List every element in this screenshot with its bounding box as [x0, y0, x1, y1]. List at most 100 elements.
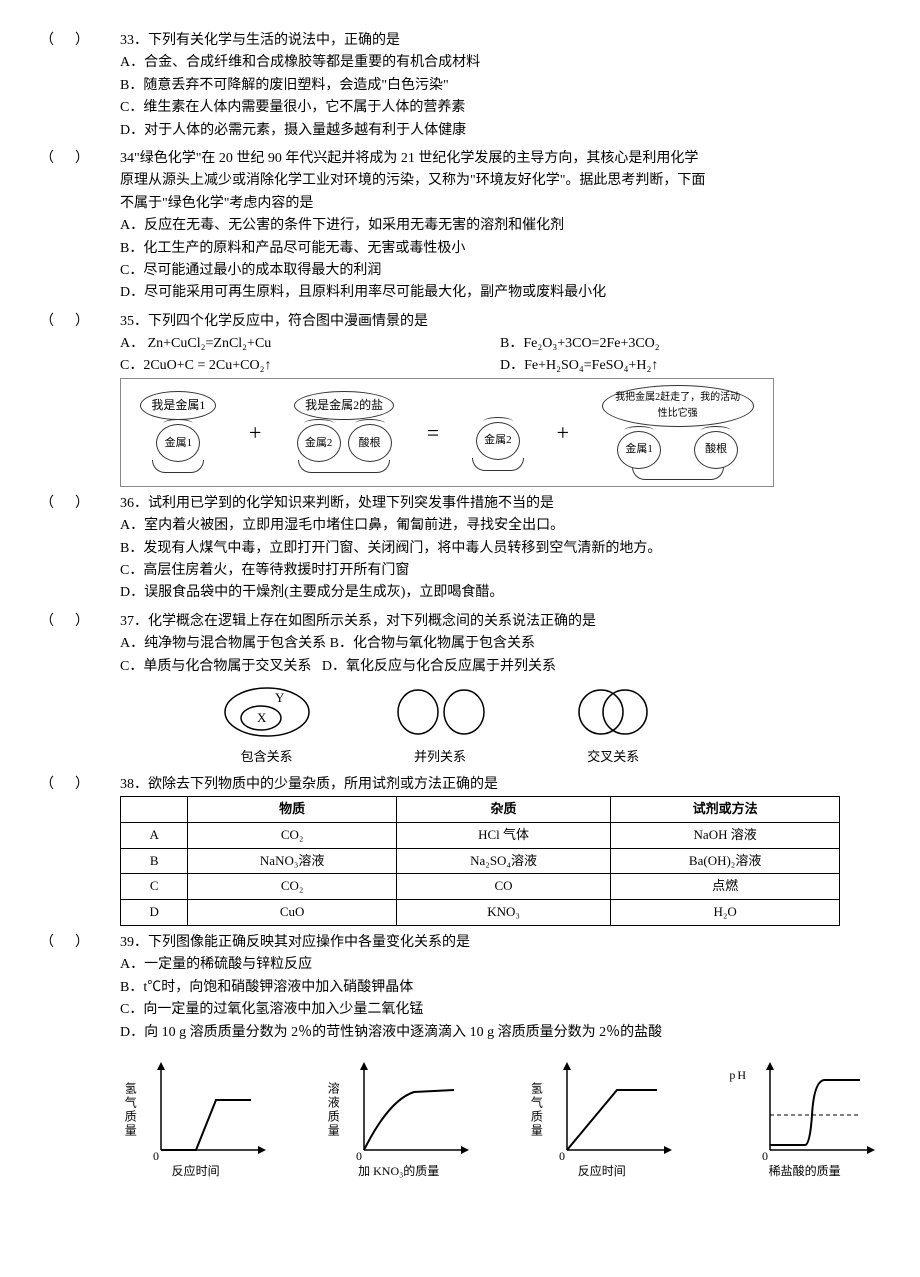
cartoon-face: 金属2 [476, 422, 520, 460]
plus-icon: + [551, 415, 575, 450]
answer-blank[interactable]: （ ） [40, 311, 120, 333]
option-a: A．一定量的稀硫酸与锌粒反应 [120, 954, 880, 976]
svg-text:0: 0 [356, 1149, 362, 1160]
venn-inclusive-icon: Y X [217, 684, 317, 740]
option-c: C．向一定量的过氧化氢溶液中加入少量二氧化锰 [120, 999, 880, 1021]
venn-parallel-icon [390, 684, 490, 740]
cartoon-face: 酸根 [348, 424, 392, 462]
chart-xlabel: 稀盐酸的质量 [729, 1162, 880, 1181]
question-35: （ ） 35．下列四个化学反应中，符合图中漫画情景的是 A． Zn+CuCl₂=… [40, 311, 880, 487]
table-cell: Ba(OH)₂溶液 [611, 848, 840, 874]
cartoon-face: 金属1 [617, 431, 661, 469]
venn-label: 并列关系 [390, 747, 490, 768]
question-39: （ ） 39．下列图像能正确反映其对应操作中各量变化关系的是 A．一定量的稀硫酸… [40, 932, 880, 1181]
option-c: C．高层住房着火，在等待救援时打开所有门窗 [120, 560, 880, 582]
option-d: D．尽可能采用可再生原料，且原料利用率尽可能最大化，副产物或废料最小化 [120, 282, 880, 304]
table-cell: B [121, 848, 188, 874]
option-d: D．向 10 g 溶质质量分数为 2％的苛性钠溶液中逐滴滴入 10 g 溶质质量… [120, 1022, 880, 1044]
option-d: D．Fe+H₂SO₄=FeSO₄+H₂↑ [500, 355, 880, 377]
table-cell: CO₂ [188, 822, 396, 848]
table-cell: CuO [188, 900, 396, 926]
option-c: C．维生素在人体内需要量很小，它不属于人体的营养素 [120, 97, 880, 119]
answer-blank[interactable]: （ ） [40, 774, 120, 796]
option-a: A．室内着火被困，立即用湿毛巾堵住口鼻，匍匐前进，寻找安全出口。 [120, 515, 880, 537]
chart-xlabel: 反应时间 [526, 1162, 677, 1181]
chart-ylabel: 氢气质量 [120, 1082, 139, 1138]
equals-icon: = [421, 415, 445, 450]
table-header [121, 796, 188, 822]
answer-blank[interactable]: （ ） [40, 611, 120, 633]
table-row: B NaNO₃溶液 Na₂SO₄溶液 Ba(OH)₂溶液 [121, 848, 840, 874]
question-34: （ ） 34"绿色化学"在 20 世纪 90 年代兴起并将成为 21 世纪化学发… [40, 148, 880, 305]
cartoon-diagram: 我是金属1 金属1 + 我是金属2的盐 金属2 酸根 = 金属2 + 我把金属2… [120, 378, 774, 487]
table-cell: KNO₃ [396, 900, 610, 926]
table-header: 物质 [188, 796, 396, 822]
chart-xlabel: 反应时间 [120, 1162, 271, 1181]
option-d: D．对于人体的必需元素，摄入量越多越有利于人体健康 [120, 120, 880, 142]
venn-cross-icon [563, 684, 663, 740]
table-cell: HCl 气体 [396, 822, 610, 848]
chart-d: pH 0 稀盐酸的质量 [729, 1060, 880, 1181]
venn-label: 交叉关系 [563, 747, 663, 768]
table-header: 试剂或方法 [611, 796, 840, 822]
question-stem: 35．下列四个化学反应中，符合图中漫画情景的是 [120, 311, 880, 333]
table-cell: D [121, 900, 188, 926]
option-b: B．发现有人煤气中毒，立即打开门窗、关闭阀门，将中毒人员转移到空气清新的地方。 [120, 538, 880, 560]
svg-text:0: 0 [559, 1149, 565, 1160]
question-36: （ ） 36．试利用已学到的化学知识来判断，处理下列突发事件措施不当的是 A．室… [40, 493, 880, 605]
option-b: B．化工生产的原料和产品尽可能无毒、无害或毒性极小 [120, 238, 880, 260]
table-cell: H₂O [611, 900, 840, 926]
answer-blank[interactable]: （ ） [40, 30, 120, 52]
option-a: A．纯净物与混合物属于包含关系 [120, 636, 326, 651]
question-37: （ ） 37．化学概念在逻辑上存在如图所示关系，对下列概念间的关系说法正确的是 … [40, 611, 880, 768]
cartoon-face: 金属1 [156, 424, 200, 462]
question-33: （ ） 33．下列有关化学与生活的说法中，正确的是 A．合金、合成纤维和合成橡胶… [40, 30, 880, 142]
table-cell: CO₂ [188, 874, 396, 900]
option-b: B．随意丢弃不可降解的废旧塑料，会造成"白色污染" [120, 75, 880, 97]
option-b: B．Fe₂O₃+3CO=2Fe+3CO₂ [500, 333, 880, 355]
option-c: C．单质与化合物属于交叉关系 [120, 659, 311, 674]
plus-icon: + [243, 415, 267, 450]
table-cell: Na₂SO₄溶液 [396, 848, 610, 874]
speech-bubble: 我是金属2的盐 [294, 391, 394, 420]
answer-blank[interactable]: （ ） [40, 932, 120, 954]
chart-xlabel: 加 KNO₃的质量 [323, 1162, 474, 1181]
table-cell: C [121, 874, 188, 900]
chart-a: 氢气质量 0 反应时间 [120, 1060, 271, 1181]
table-row: D CuO KNO₃ H₂O [121, 900, 840, 926]
question-stem: 36．试利用已学到的化学知识来判断，处理下列突发事件措施不当的是 [120, 493, 880, 515]
chart-ylabel: 溶液质量 [323, 1082, 342, 1138]
svg-text:Y: Y [275, 690, 285, 705]
venn-diagrams: Y X 包含关系 并列关系 交叉关系 [180, 684, 700, 768]
table-row: C CO₂ CO 点燃 [121, 874, 840, 900]
venn-label: 包含关系 [217, 747, 317, 768]
question-stem: 37．化学概念在逻辑上存在如图所示关系，对下列概念间的关系说法正确的是 [120, 611, 880, 633]
option-d: D．误服食品袋中的干燥剂(主要成分是生成灰)，立即喝食醋。 [120, 582, 880, 604]
table-cell: A [121, 822, 188, 848]
table-header: 杂质 [396, 796, 610, 822]
table-row: A CO₂ HCl 气体 NaOH 溶液 [121, 822, 840, 848]
cartoon-face: 酸根 [694, 431, 738, 469]
chart-ylabel: pH [729, 1066, 748, 1085]
chart-b: 溶液质量 0 加 KNO₃的质量 [323, 1060, 474, 1181]
option-c: C．尽可能通过最小的成本取得最大的利润 [120, 260, 880, 282]
table-cell: CO [396, 874, 610, 900]
speech-bubble: 我把金属2赶走了，我的活动性比它强 [602, 385, 754, 427]
table-cell: NaNO₃溶液 [188, 848, 396, 874]
question-stem: 38．欲除去下列物质中的少量杂质，所用试剂或方法正确的是 [120, 774, 880, 796]
answer-blank[interactable]: （ ） [40, 493, 120, 515]
svg-text:0: 0 [762, 1149, 768, 1160]
table-header-row: 物质 杂质 试剂或方法 [121, 796, 840, 822]
question-stem: 39．下列图像能正确反映其对应操作中各量变化关系的是 [120, 932, 880, 954]
option-d: D．氧化反应与化合反应属于并列关系 [322, 659, 556, 674]
chart-c: 氢气质量 0 反应时间 [526, 1060, 677, 1181]
speech-bubble: 我是金属1 [140, 391, 216, 420]
table-cell: NaOH 溶液 [611, 822, 840, 848]
option-a: A．反应在无毒、无公害的条件下进行，如采用无毒无害的溶剂和催化剂 [120, 215, 880, 237]
table-cell: 点燃 [611, 874, 840, 900]
answer-blank[interactable]: （ ） [40, 148, 120, 215]
question-stem: 34"绿色化学"在 20 世纪 90 年代兴起并将成为 21 世纪化学发展的主导… [120, 148, 880, 215]
question-stem: 33．下列有关化学与生活的说法中，正确的是 [120, 30, 880, 52]
impurity-table: 物质 杂质 试剂或方法 A CO₂ HCl 气体 NaOH 溶液 B NaNO₃… [120, 796, 840, 926]
option-a: A． Zn+CuCl₂=ZnCl₂+Cu [120, 333, 500, 355]
